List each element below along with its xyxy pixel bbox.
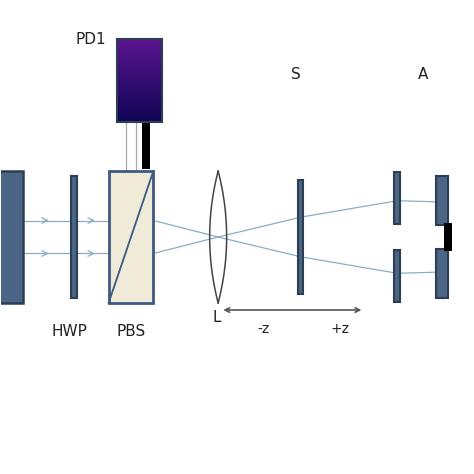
Bar: [394, 250, 400, 302]
Bar: [117, 45, 162, 47]
Bar: [142, 121, 150, 169]
Text: +z: +z: [330, 322, 349, 336]
Bar: [109, 171, 154, 303]
Text: HWP: HWP: [52, 324, 88, 339]
Bar: [117, 114, 162, 118]
Bar: [117, 88, 162, 91]
Text: A: A: [418, 67, 428, 82]
Bar: [298, 181, 303, 293]
Bar: [117, 42, 162, 46]
Bar: [117, 83, 162, 86]
Bar: [436, 176, 448, 225]
Bar: [117, 82, 162, 84]
Bar: [117, 51, 162, 54]
Text: -z: -z: [257, 322, 270, 336]
Bar: [117, 67, 162, 70]
Bar: [117, 104, 162, 107]
Bar: [72, 176, 77, 298]
Bar: [436, 249, 448, 298]
Bar: [117, 46, 162, 49]
Text: PBS: PBS: [116, 324, 146, 339]
Bar: [117, 40, 162, 43]
Bar: [117, 98, 162, 101]
Bar: [117, 61, 162, 64]
Bar: [117, 96, 162, 99]
Bar: [117, 112, 162, 115]
Bar: [117, 86, 162, 89]
Bar: [117, 106, 162, 109]
Bar: [117, 65, 162, 68]
Text: PD1: PD1: [76, 32, 106, 47]
Bar: [117, 94, 162, 97]
Bar: [117, 100, 162, 103]
Bar: [117, 110, 162, 113]
Bar: [117, 75, 162, 78]
Bar: [444, 223, 452, 251]
Text: S: S: [291, 67, 301, 82]
Bar: [117, 38, 162, 41]
Bar: [117, 55, 162, 58]
Bar: [394, 172, 400, 224]
Bar: [117, 73, 162, 76]
Bar: [117, 79, 162, 82]
Bar: [117, 48, 162, 52]
Bar: [117, 71, 162, 74]
Bar: [117, 117, 162, 119]
Bar: [117, 108, 162, 111]
Text: L: L: [212, 310, 221, 325]
Bar: [117, 90, 162, 93]
Bar: [117, 118, 162, 121]
Bar: [117, 53, 162, 55]
Bar: [117, 92, 162, 95]
Bar: [117, 59, 162, 62]
Bar: [117, 102, 162, 105]
Bar: [117, 69, 162, 72]
Bar: [117, 63, 162, 66]
Bar: [117, 77, 162, 80]
Bar: [0, 171, 23, 303]
Bar: [117, 57, 162, 60]
Bar: [117, 39, 162, 121]
